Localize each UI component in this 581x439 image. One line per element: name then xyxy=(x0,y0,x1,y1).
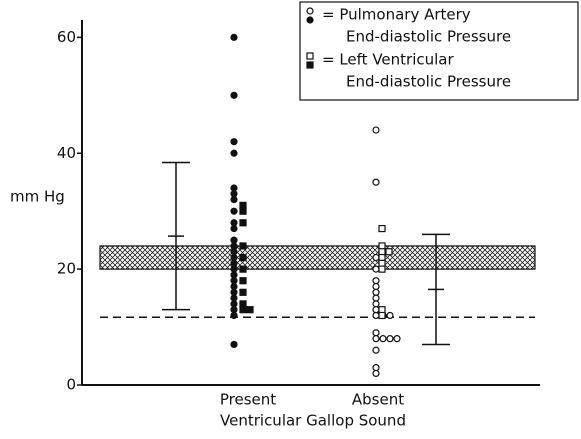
point xyxy=(230,306,238,314)
point xyxy=(378,242,386,250)
point xyxy=(372,288,380,296)
point xyxy=(386,311,394,320)
point xyxy=(239,265,247,273)
point xyxy=(378,259,386,267)
point xyxy=(230,242,238,250)
reference-band xyxy=(99,245,536,270)
y-tick-label: 60 xyxy=(57,28,76,46)
point xyxy=(230,300,238,308)
point xyxy=(230,265,238,273)
x-axis-label: Ventricular Gallop Sound xyxy=(220,412,406,430)
point xyxy=(378,306,386,314)
point xyxy=(306,7,314,15)
point xyxy=(239,277,247,285)
legend-label: = Pulmonary Artery xyxy=(322,6,471,24)
point xyxy=(379,335,387,343)
point xyxy=(239,219,247,227)
y-axis-label: mm Hg xyxy=(10,188,65,206)
point xyxy=(378,224,386,233)
point xyxy=(230,253,238,262)
point xyxy=(378,265,386,273)
point xyxy=(230,277,238,285)
point xyxy=(372,329,380,337)
point xyxy=(230,248,238,256)
point xyxy=(372,178,380,186)
point xyxy=(230,340,238,349)
point xyxy=(230,311,238,320)
point xyxy=(246,306,254,314)
y-tick-label: 0 xyxy=(66,376,76,394)
x-tick-label: Present xyxy=(220,391,276,409)
point xyxy=(372,306,380,314)
point xyxy=(230,33,238,41)
legend-label: = Left Ventricular xyxy=(322,51,454,69)
point xyxy=(372,364,380,372)
point xyxy=(372,300,380,308)
point xyxy=(230,259,238,267)
point xyxy=(239,300,247,308)
x-tick-label: Absent xyxy=(352,391,404,409)
point xyxy=(230,196,238,204)
point xyxy=(239,242,247,250)
point xyxy=(306,61,314,69)
point xyxy=(372,265,380,273)
point xyxy=(378,311,386,320)
point xyxy=(372,294,380,302)
point xyxy=(230,236,238,244)
point xyxy=(239,201,247,209)
point xyxy=(230,224,238,233)
point xyxy=(372,126,380,134)
point xyxy=(372,253,380,262)
point xyxy=(386,335,394,343)
point xyxy=(230,138,238,146)
point xyxy=(239,207,247,215)
point xyxy=(230,149,238,157)
point xyxy=(372,311,380,320)
point xyxy=(378,248,386,256)
point xyxy=(372,277,380,285)
point xyxy=(230,288,238,296)
point xyxy=(306,16,314,24)
point xyxy=(230,207,238,215)
legend-label: End-diastolic Pressure xyxy=(346,73,511,91)
point xyxy=(372,346,380,354)
legend-label: End-diastolic Pressure xyxy=(346,28,511,46)
point xyxy=(239,306,247,314)
y-tick-label: 40 xyxy=(57,144,76,162)
point xyxy=(230,282,238,291)
point xyxy=(230,219,238,227)
point xyxy=(385,248,393,256)
legend-box xyxy=(299,1,579,101)
point xyxy=(393,335,401,343)
point xyxy=(239,288,247,296)
point xyxy=(230,294,238,302)
point xyxy=(230,91,238,99)
point xyxy=(239,253,247,262)
point xyxy=(230,184,238,192)
y-tick-label: 20 xyxy=(57,260,76,278)
point xyxy=(306,52,314,60)
point xyxy=(230,271,238,279)
point xyxy=(372,369,380,378)
point xyxy=(230,190,238,198)
point xyxy=(372,335,380,343)
point xyxy=(378,253,386,262)
point xyxy=(372,282,380,291)
